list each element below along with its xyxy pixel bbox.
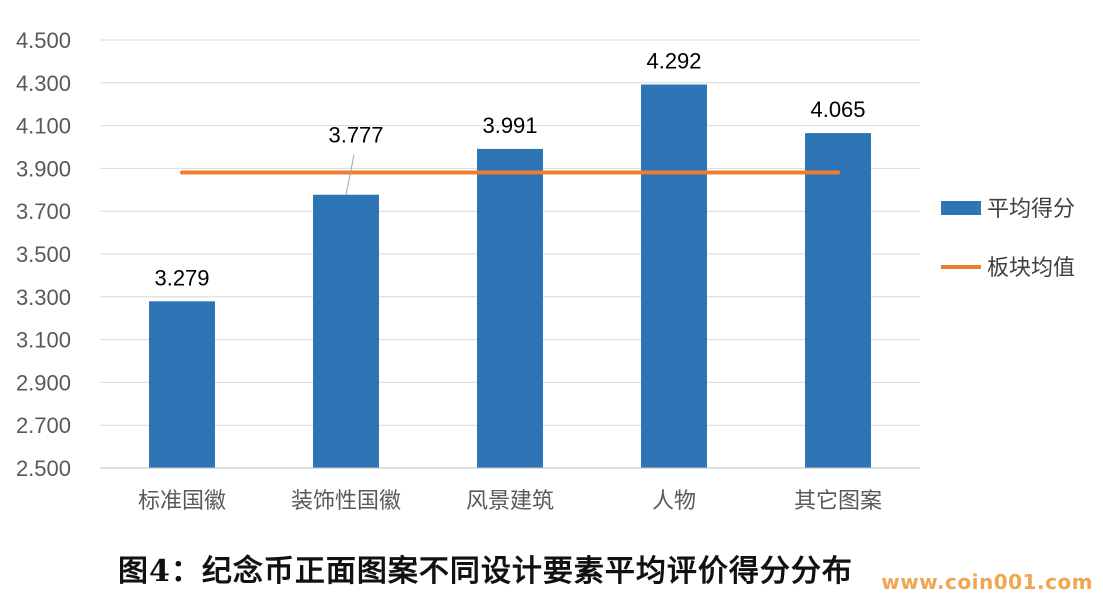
legend-label-bar: 平均得分 bbox=[987, 197, 1075, 222]
category-label: 其它图案 bbox=[794, 489, 882, 514]
data-labels: 3.279 3.777 3.991 4.292 4.065 bbox=[154, 49, 865, 291]
data-label-3: 3.991 bbox=[482, 113, 537, 138]
y-tick-label: 2.500 bbox=[16, 456, 71, 481]
data-label-1: 3.279 bbox=[154, 265, 209, 290]
leader-line bbox=[345, 154, 355, 195]
y-tick-label: 3.700 bbox=[16, 199, 71, 224]
data-label-5: 4.065 bbox=[810, 97, 865, 122]
y-tick-label: 3.500 bbox=[16, 242, 71, 267]
y-tick-label: 3.900 bbox=[16, 156, 71, 181]
category-label: 人物 bbox=[652, 489, 696, 514]
bar-1 bbox=[149, 301, 215, 468]
category-label: 风景建筑 bbox=[466, 489, 554, 514]
y-tick-label: 3.100 bbox=[16, 328, 71, 353]
data-label-2: 3.777 bbox=[328, 123, 383, 148]
y-tick-label: 2.900 bbox=[16, 370, 71, 395]
y-tick-label: 3.300 bbox=[16, 285, 71, 310]
legend-label-line: 板块均值 bbox=[987, 256, 1075, 281]
category-labels: 标准国徽 装饰性国徽 风景建筑 人物 其它图案 bbox=[138, 489, 882, 514]
y-axis-tick-labels: 2.500 2.700 2.900 3.100 3.300 3.500 3.700 3.900… bbox=[16, 28, 71, 481]
bar-2 bbox=[313, 194, 379, 469]
leader-lines bbox=[345, 154, 355, 195]
category-label: 标准国徽 bbox=[138, 489, 226, 514]
bars bbox=[149, 84, 871, 469]
bar-3 bbox=[477, 148, 543, 468]
bar-chart: 2.500 2.700 2.900 3.100 3.300 3.500 3.700 3.900… bbox=[16, 28, 1075, 514]
y-tick-label: 4.500 bbox=[16, 28, 71, 53]
y-tick-label: 4.100 bbox=[16, 114, 71, 139]
category-label: 装饰性国徽 bbox=[291, 489, 401, 514]
bar-4 bbox=[641, 84, 707, 469]
y-tick-label: 2.700 bbox=[16, 413, 71, 438]
data-label-4: 4.292 bbox=[646, 49, 701, 74]
legend-swatch-bar bbox=[941, 201, 981, 215]
bar-5 bbox=[805, 133, 871, 468]
y-tick-label: 4.300 bbox=[16, 71, 71, 96]
figure-caption: 图4：纪念币正面图案不同设计要素平均评价得分分布 bbox=[118, 554, 853, 589]
watermark: www.coin001.com bbox=[881, 570, 1093, 594]
